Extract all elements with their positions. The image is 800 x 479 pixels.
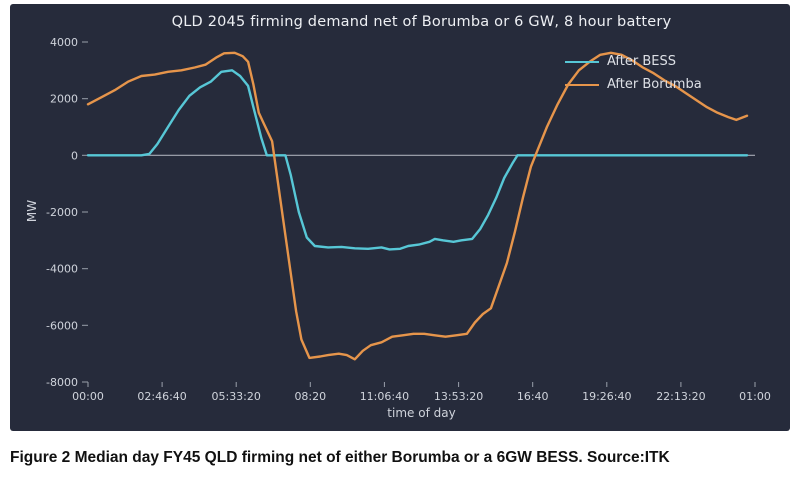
x-axis-title: time of day <box>387 406 456 420</box>
svg-text:4000: 4000 <box>50 36 78 49</box>
legend-line-swatch-bess <box>565 60 599 63</box>
series-line-1 <box>86 51 749 361</box>
svg-text:2000: 2000 <box>50 93 78 106</box>
svg-text:-6000: -6000 <box>46 319 78 332</box>
svg-text:02:46:40: 02:46:40 <box>137 390 186 403</box>
legend-label-after-borumba: After Borumba <box>607 77 702 92</box>
series-line-0 <box>86 69 749 251</box>
legend-label-after-bess: After BESS <box>607 54 676 69</box>
chart-title: QLD 2045 firming demand net of Borumba o… <box>171 14 672 30</box>
svg-text:0: 0 <box>71 149 78 162</box>
svg-text:05:33:20: 05:33:20 <box>211 390 260 403</box>
chart-panel: 4000 2000 0 -2000 -4000 -6000 -8000 00:00 02:46:… <box>10 4 790 431</box>
svg-text:08:20: 08:20 <box>294 390 326 403</box>
y-axis-title: MW <box>25 199 39 223</box>
svg-text:22:13:20: 22:13:20 <box>656 390 705 403</box>
legend-item-after-bess: After BESS <box>565 50 702 73</box>
svg-text:-4000: -4000 <box>46 263 78 276</box>
svg-text:-2000: -2000 <box>46 206 78 219</box>
svg-text:11:06:40: 11:06:40 <box>360 390 409 403</box>
figure-caption: Figure 2 Median day FY45 QLD firming net… <box>10 449 670 466</box>
svg-text:00:00: 00:00 <box>72 390 104 403</box>
chart-legend: After BESS After Borumba <box>565 50 702 96</box>
legend-item-after-borumba: After Borumba <box>565 73 702 96</box>
svg-text:16:40: 16:40 <box>517 390 549 403</box>
svg-text:01:00: 01:00 <box>739 390 771 403</box>
svg-text:19:26:40: 19:26:40 <box>582 390 631 403</box>
svg-text:-8000: -8000 <box>46 376 78 389</box>
legend-line-swatch-borumba <box>565 83 599 86</box>
svg-text:13:53:20: 13:53:20 <box>434 390 483 403</box>
